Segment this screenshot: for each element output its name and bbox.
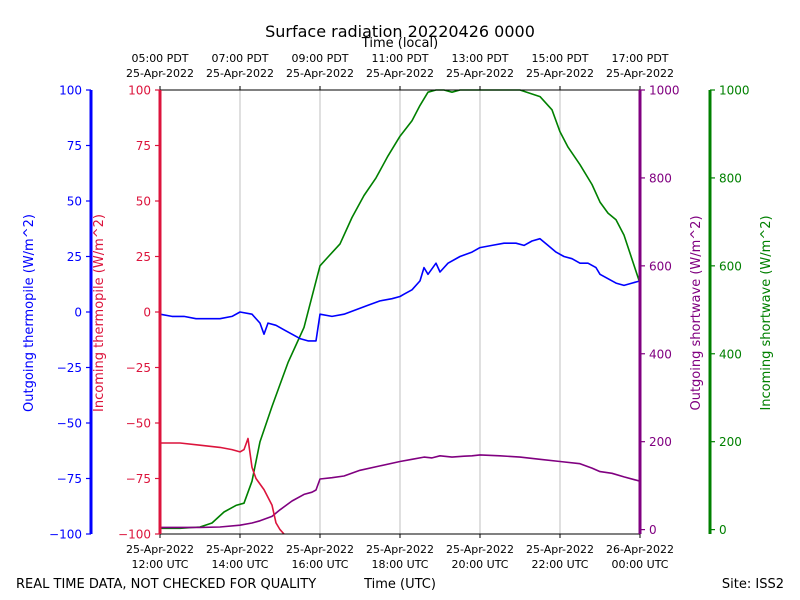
series-outgoing-thermopile: [159, 237, 641, 342]
data-series: [159, 89, 641, 535]
x-tick-label-utc-date: 26-Apr-2022: [606, 543, 674, 556]
x-tick-label-utc-time: 16:00 UTC: [291, 558, 348, 571]
outgoing-thermopile-tick-label: 75: [67, 139, 82, 153]
x-tick-label-local-date: 25-Apr-2022: [526, 67, 594, 80]
incoming-shortwave-tick-label: 200: [719, 435, 742, 449]
outgoing-shortwave-tick-label: 1000: [649, 84, 680, 98]
x-tick-label-local-time: 17:00 PDT: [611, 52, 668, 65]
outgoing-thermopile-tick-label: −25: [57, 361, 82, 375]
outgoing-shortwave-tick-label: 400: [649, 347, 672, 361]
incoming-thermopile-tick-label: 50: [136, 195, 151, 209]
x-tick-label-local-date: 25-Apr-2022: [126, 67, 194, 80]
x-tick-label-utc-date: 25-Apr-2022: [286, 543, 354, 556]
series-outgoing-shortwave: [160, 454, 641, 529]
incoming-thermopile-axis-title: Incoming thermopile (W/m^2): [92, 214, 107, 412]
x-tick-label-local-time: 11:00 PDT: [371, 52, 428, 65]
x-tick-label-local-date: 25-Apr-2022: [606, 67, 674, 80]
incoming-thermopile-tick-label: 75: [136, 139, 151, 153]
series-incoming-shortwave: [160, 89, 641, 530]
outgoing-shortwave-axis-title: Outgoing shortwave (W/m^2): [689, 215, 704, 410]
x-tick-label-local-time: 09:00 PDT: [291, 52, 348, 65]
outgoing-thermopile-tick-label: 100: [59, 84, 82, 98]
incoming-thermopile-tick-label: −50: [126, 417, 151, 431]
x-tick-label-utc-date: 25-Apr-2022: [126, 543, 194, 556]
x-tick-label-utc-time: 22:00 UTC: [531, 558, 588, 571]
x-tick-label-utc-time: 20:00 UTC: [451, 558, 508, 571]
x-tick-label-local-time: 15:00 PDT: [531, 52, 588, 65]
x-axis-label: Time (UTC): [363, 577, 436, 592]
series-incoming-thermopile: [160, 437, 285, 535]
incoming-shortwave-tick-label: 0: [719, 523, 727, 537]
x-tick-label-utc-date: 25-Apr-2022: [446, 543, 514, 556]
top-axis-label: Time (local): [361, 36, 438, 51]
x-tick-label-utc-time: 18:00 UTC: [371, 558, 428, 571]
x-tick-label-utc-time: 12:00 UTC: [131, 558, 188, 571]
x-tick-label-local-time: 05:00 PDT: [131, 52, 188, 65]
incoming-thermopile-tick-label: 0: [143, 306, 151, 320]
outgoing-shortwave-tick-label: 0: [649, 523, 657, 537]
outgoing-shortwave-tick-label: 200: [649, 435, 672, 449]
outgoing-thermopile-tick-label: 0: [74, 306, 82, 320]
outgoing-shortwave-tick-label: 600: [649, 259, 672, 273]
x-tick-label-local-time: 13:00 PDT: [451, 52, 508, 65]
incoming-thermopile-tick-label: 25: [136, 250, 151, 264]
x-tick-label-utc-date: 25-Apr-2022: [206, 543, 274, 556]
x-tick-label-local-date: 25-Apr-2022: [286, 67, 354, 80]
outgoing-thermopile-tick-label: 50: [67, 195, 82, 209]
x-tick-label-utc-date: 25-Apr-2022: [526, 543, 594, 556]
quality-disclaimer: REAL TIME DATA, NOT CHECKED FOR QUALITY: [16, 577, 316, 592]
incoming-shortwave-tick-label: 400: [719, 347, 742, 361]
incoming-thermopile-tick-label: −75: [126, 472, 151, 486]
incoming-shortwave-tick-label: 600: [719, 259, 742, 273]
x-tick-label-local-date: 25-Apr-2022: [206, 67, 274, 80]
x-tick-label-utc-time: 00:00 UTC: [611, 558, 668, 571]
chart-title: Surface radiation 20220426 0000: [265, 22, 535, 41]
incoming-shortwave-tick-label: 1000: [719, 84, 750, 98]
x-tick-label-utc-time: 14:00 UTC: [211, 558, 268, 571]
x-tick-label-local-date: 25-Apr-2022: [446, 67, 514, 80]
x-tick-label-local-date: 25-Apr-2022: [366, 67, 434, 80]
outgoing-thermopile-tick-label: −100: [49, 528, 82, 542]
x-tick-label-utc-date: 25-Apr-2022: [366, 543, 434, 556]
outgoing-thermopile-tick-label: −50: [57, 417, 82, 431]
incoming-thermopile-tick-label: −25: [126, 361, 151, 375]
x-tick-label-local-time: 07:00 PDT: [211, 52, 268, 65]
incoming-shortwave-axis-title: Incoming shortwave (W/m^2): [759, 215, 774, 410]
outgoing-thermopile-tick-label: −75: [57, 472, 82, 486]
incoming-thermopile-tick-label: −100: [118, 528, 151, 542]
incoming-thermopile-tick-label: 100: [128, 84, 151, 98]
outgoing-thermopile-tick-label: 25: [67, 250, 82, 264]
axes: 25-Apr-2022 12:00 UTC 05:00 PDT 25-Apr-2022…: [49, 52, 750, 571]
site-label: Site: ISS2: [722, 577, 784, 592]
outgoing-thermopile-axis-title: Outgoing thermopile (W/m^2): [22, 214, 37, 412]
outgoing-shortwave-tick-label: 800: [649, 171, 672, 185]
incoming-shortwave-tick-label: 800: [719, 171, 742, 185]
